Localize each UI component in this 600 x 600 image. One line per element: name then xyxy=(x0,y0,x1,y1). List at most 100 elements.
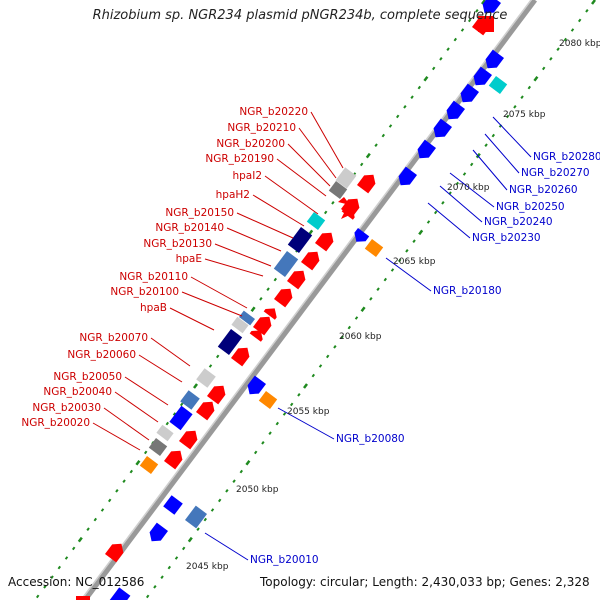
ruler-tick xyxy=(323,210,328,215)
gene-label: NGR_b20110 xyxy=(119,271,188,283)
ruler-tick xyxy=(245,460,251,466)
gene-label: NGR_b20060 xyxy=(67,349,136,361)
ruler-tick xyxy=(266,287,270,291)
leader-line xyxy=(190,276,248,309)
ruler-tick xyxy=(331,201,335,205)
ruler-tick xyxy=(57,565,61,570)
gene-label: NGR_b20010 xyxy=(250,554,319,566)
cds-reverse-arrow xyxy=(473,66,492,86)
ruler-tick xyxy=(390,268,395,272)
cds-forward-arrow xyxy=(105,543,124,563)
gene-label: NGR_b20180 xyxy=(433,285,502,297)
ruler-tick xyxy=(36,594,40,599)
gene-label: NGR_b20150 xyxy=(165,207,234,219)
cds-forward-arrow xyxy=(207,385,226,405)
cds-reverse-arrow xyxy=(417,139,436,159)
ruler-tick xyxy=(441,201,445,205)
ruler-tick xyxy=(405,249,409,253)
ruler-tick xyxy=(374,143,378,147)
ruler-tick xyxy=(423,76,429,82)
ruler-tick xyxy=(86,527,90,532)
cds-forward-arrow xyxy=(249,330,263,342)
ruler-tick xyxy=(153,584,157,589)
ruler-tick xyxy=(160,575,164,580)
ruler-tick xyxy=(325,354,330,359)
leader-line xyxy=(277,407,335,440)
gene-label: NGR_b20030 xyxy=(32,402,101,414)
ruler-tick xyxy=(360,306,366,312)
kbp-label: 2055 kbp xyxy=(287,407,330,417)
leader-line xyxy=(472,149,508,191)
ruler-tick xyxy=(146,594,150,599)
kbp-label: 2070 kbp xyxy=(447,183,490,193)
leader-line xyxy=(385,257,432,292)
cds-reverse-arrow xyxy=(485,49,504,69)
ruler-tick xyxy=(426,220,431,224)
ruler-tick xyxy=(43,584,47,589)
ruler-tick xyxy=(93,517,97,522)
cds-forward-arrow xyxy=(179,430,198,450)
leader-line xyxy=(214,243,272,267)
gene-label: NGR_b20200 xyxy=(216,138,285,150)
gene-block-cyan xyxy=(488,76,508,94)
ruler-tick xyxy=(381,133,386,138)
gene-label: NGR_b20240 xyxy=(484,216,553,228)
ruler-tick xyxy=(259,297,263,301)
gene-block-orange xyxy=(258,391,278,409)
cds-forward-arrow xyxy=(478,16,494,32)
ruler-tick xyxy=(282,412,287,416)
ruler-tick xyxy=(297,393,301,397)
leader-line xyxy=(298,127,337,179)
ruler-tick xyxy=(275,421,280,426)
ruler-tick xyxy=(50,575,54,580)
gene-label: NGR_b20080 xyxy=(336,433,405,445)
leader-line xyxy=(92,422,141,451)
gene-label: hpaE xyxy=(176,253,202,265)
ruler-tick xyxy=(505,114,510,119)
label-leaders xyxy=(92,111,532,561)
gene-block-orange xyxy=(139,456,159,474)
kbp-label: 2065 kbp xyxy=(393,257,436,267)
leader-line xyxy=(276,158,327,197)
blue-gene-labels: NGR_b20280 NGR_b20270 NGR_b20260 NGR_b20… xyxy=(250,151,600,566)
leader-line xyxy=(181,291,243,317)
ruler-tick xyxy=(122,479,126,483)
gene-block-light xyxy=(196,368,216,388)
ruler-tick xyxy=(167,565,171,570)
ruler-tick xyxy=(115,489,119,493)
ruler-tick xyxy=(172,412,177,416)
ruler-tick xyxy=(193,383,198,389)
gene-label: NGR_b20270 xyxy=(521,167,590,179)
cds-forward-arrow xyxy=(253,316,272,336)
ruler-tick xyxy=(174,556,179,560)
gene-label: NGR_b20260 xyxy=(509,184,578,196)
ruler-tick xyxy=(418,229,424,236)
gene-label: NGR_b20020 xyxy=(21,417,90,429)
ruler-tick xyxy=(108,498,112,503)
cds-reverse-arrow xyxy=(247,375,266,395)
cds-forward-arrow xyxy=(315,232,334,252)
ruler-tick xyxy=(462,172,467,176)
cds-forward-arrow xyxy=(76,596,90,600)
ruler-tick xyxy=(388,124,393,128)
leader-line xyxy=(264,175,319,215)
ruler-tick xyxy=(570,28,575,32)
gene-block-steel xyxy=(239,310,255,326)
ruler-tick xyxy=(563,37,568,42)
leader-line xyxy=(439,185,483,223)
cds-reverse-arrow xyxy=(398,166,417,186)
leader-line xyxy=(114,391,159,423)
cds-reverse-arrow xyxy=(460,83,479,103)
cds-forward-arrow xyxy=(231,347,250,367)
cds-reverse-arrow xyxy=(446,100,465,120)
ruler-tick xyxy=(439,57,443,61)
gene-features xyxy=(76,0,508,600)
ruler-tick xyxy=(311,373,316,378)
gene-block-blue xyxy=(109,587,131,600)
gene-block-light xyxy=(231,316,249,334)
ruler-tick xyxy=(591,0,596,5)
ruler-tick xyxy=(165,421,169,426)
ruler-tick xyxy=(232,479,236,483)
red-gene-labels: NGR_b20220 NGR_b20210 NGR_b20200 NGR_b20… xyxy=(21,106,308,429)
